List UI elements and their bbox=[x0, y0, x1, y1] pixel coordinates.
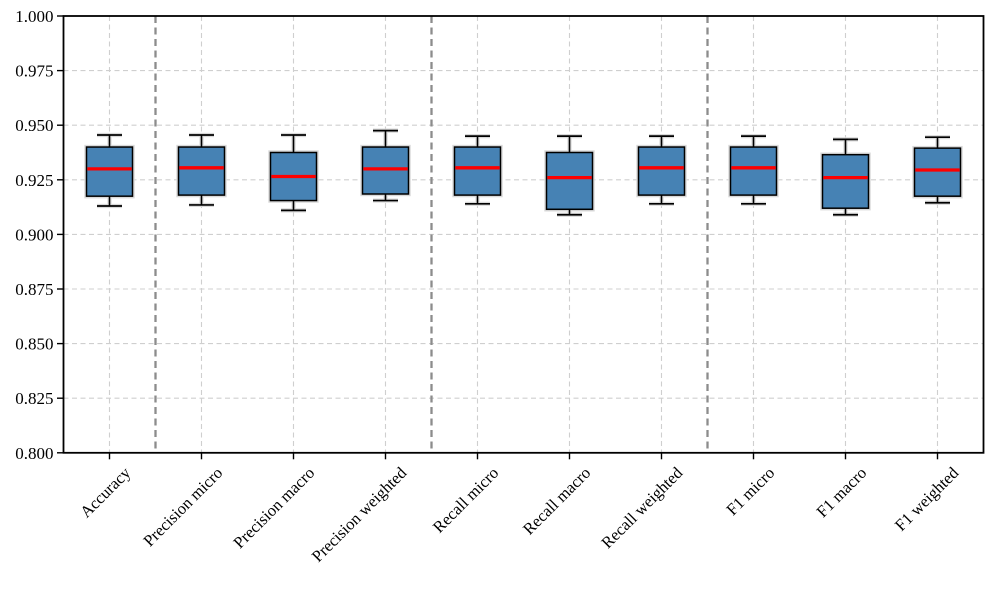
x-tick-label: F1 macro bbox=[813, 463, 871, 521]
x-tick-label: Recall micro bbox=[429, 463, 502, 536]
x-tick-label: Precision micro bbox=[139, 463, 226, 550]
box-accuracy bbox=[85, 146, 134, 197]
box-recall-micro bbox=[453, 146, 502, 196]
x-tick-label: F1 weighted bbox=[891, 463, 963, 535]
box-recall-macro bbox=[545, 151, 594, 211]
box-f1-weighted bbox=[913, 147, 962, 197]
x-tick-label: Accuracy bbox=[76, 463, 135, 522]
y-tick-label: 0.850 bbox=[15, 335, 53, 354]
box-f1-macro bbox=[821, 153, 870, 209]
x-tick-label: Precision macro bbox=[229, 463, 318, 552]
y-tick-label: 0.825 bbox=[15, 389, 53, 408]
x-tick-label: F1 micro bbox=[722, 463, 778, 519]
x-tick-label: Recall weighted bbox=[597, 463, 686, 552]
x-tick-label: Precision weighted bbox=[308, 463, 411, 566]
y-tick-label: 0.975 bbox=[15, 62, 53, 81]
y-tick-label: 0.900 bbox=[15, 225, 53, 244]
y-tick-label: 0.950 bbox=[15, 116, 53, 135]
box-recall-weighted bbox=[637, 146, 686, 196]
box-f1-micro bbox=[729, 146, 778, 196]
y-tick-label: 0.875 bbox=[15, 280, 53, 299]
x-tick-label: Recall macro bbox=[519, 463, 594, 538]
y-tick-label: 0.925 bbox=[15, 171, 53, 190]
y-tick-label: 1.000 bbox=[15, 7, 53, 26]
box-precision-micro bbox=[177, 146, 226, 196]
y-tick-label: 0.800 bbox=[15, 444, 53, 463]
